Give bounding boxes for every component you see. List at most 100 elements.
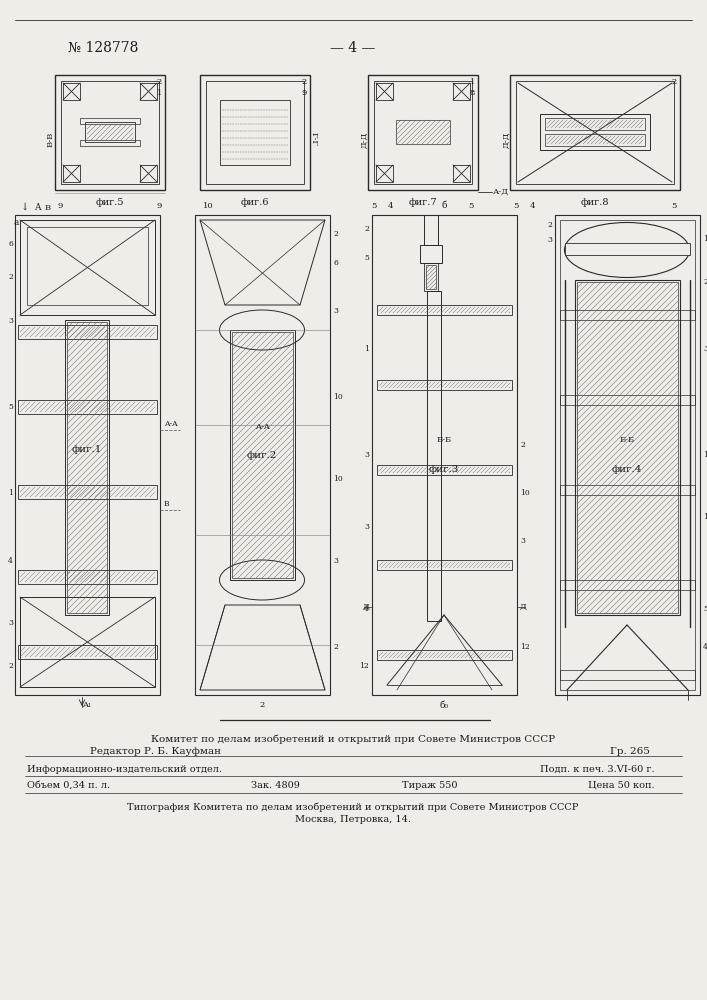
Bar (577, 282, 678, 613)
Bar (18, 570, 157, 584)
Bar (510, 75, 680, 190)
Text: 10: 10 (333, 393, 343, 401)
Text: 2: 2 (672, 78, 677, 86)
Text: 6: 6 (333, 259, 338, 267)
Text: A-A: A-A (255, 423, 269, 431)
Bar (565, 243, 690, 255)
Bar (230, 330, 295, 580)
Text: 3: 3 (8, 619, 13, 627)
Text: фиг.3: фиг.3 (429, 466, 459, 475)
Text: 6: 6 (8, 240, 13, 248)
Text: — 4 —: — 4 — (330, 41, 375, 55)
Text: B-B: B-B (47, 132, 55, 147)
Text: 1: 1 (8, 489, 13, 497)
Text: 2: 2 (333, 230, 338, 238)
Text: фиг.8: фиг.8 (580, 198, 609, 207)
Text: Д: Д (362, 603, 369, 611)
Text: 3: 3 (8, 317, 13, 325)
Bar (232, 332, 293, 578)
Text: 1: 1 (157, 89, 162, 97)
Bar (18, 485, 157, 499)
Text: б: б (441, 201, 447, 210)
Text: 4: 4 (364, 605, 369, 613)
Text: A₁: A₁ (83, 701, 92, 709)
Text: A: A (34, 203, 40, 212)
Text: фиг.5: фиг.5 (95, 198, 124, 207)
Text: 5: 5 (371, 202, 376, 210)
Text: Цена 50 коп.: Цена 50 коп. (588, 780, 655, 790)
Text: Д: Д (520, 603, 527, 611)
Bar (55, 75, 165, 190)
Bar (27, 227, 148, 305)
Text: 2: 2 (157, 78, 162, 86)
Bar (560, 220, 695, 690)
Bar (195, 215, 330, 695)
Text: 1: 1 (364, 345, 369, 353)
Bar (516, 81, 674, 184)
Bar (377, 305, 512, 315)
Bar (426, 265, 436, 289)
Text: 10: 10 (703, 451, 707, 459)
Bar (560, 670, 695, 680)
Bar (15, 215, 160, 695)
Bar (555, 215, 700, 695)
Bar (396, 120, 450, 144)
Text: Москва, Петровка, 14.: Москва, Петровка, 14. (295, 815, 411, 824)
Text: 3: 3 (547, 236, 552, 244)
Bar (377, 380, 512, 390)
Bar (206, 81, 304, 184)
Text: 5: 5 (513, 202, 518, 210)
Bar (376, 83, 393, 100)
Text: 2: 2 (8, 662, 13, 670)
Text: б₀: б₀ (440, 701, 448, 710)
Text: 4: 4 (703, 643, 707, 651)
Bar (20, 220, 155, 315)
Text: 1: 1 (703, 235, 707, 243)
Text: Г-Г: Г-Г (310, 132, 318, 146)
Bar (80, 140, 140, 146)
Text: 5: 5 (703, 605, 707, 613)
Text: 3: 3 (364, 451, 369, 459)
Text: 2: 2 (364, 225, 369, 233)
Text: 3: 3 (520, 537, 525, 545)
Bar (200, 75, 310, 190)
Text: 1: 1 (469, 78, 475, 86)
Text: фиг.2: фиг.2 (247, 450, 277, 460)
Ellipse shape (564, 223, 689, 277)
Text: Д-Д: Д-Д (502, 132, 510, 148)
Bar (65, 320, 109, 615)
Text: А-Д: А-Д (493, 188, 509, 196)
Text: 2: 2 (547, 221, 552, 229)
Text: Тираж 550: Тираж 550 (402, 780, 457, 790)
Text: фиг.4: фиг.4 (612, 466, 642, 475)
Bar (377, 650, 512, 660)
Bar (453, 83, 470, 100)
Bar (376, 165, 393, 182)
Text: a: a (13, 218, 18, 227)
Text: Информационно-издательский отдел.: Информационно-издательский отдел. (27, 764, 222, 774)
Text: фиг.1: фиг.1 (72, 446, 103, 454)
Bar (424, 263, 438, 291)
Text: 5: 5 (469, 202, 474, 210)
Bar (18, 325, 157, 339)
Text: A-A: A-A (164, 420, 177, 428)
Bar (140, 83, 157, 100)
Text: 3: 3 (703, 345, 707, 353)
Text: 2: 2 (520, 441, 525, 449)
Bar (61, 81, 159, 184)
Text: 2: 2 (703, 278, 707, 286)
Text: Подп. к печ. 3.VI-60 г.: Подп. к печ. 3.VI-60 г. (540, 764, 655, 774)
Text: 4: 4 (8, 557, 13, 565)
Text: 2: 2 (302, 78, 307, 86)
Text: 10: 10 (520, 489, 530, 497)
Bar (18, 645, 157, 659)
Bar (374, 81, 472, 184)
Bar (560, 485, 695, 495)
Bar (420, 245, 442, 263)
Text: 4: 4 (530, 202, 535, 210)
Bar (20, 597, 155, 687)
Text: 2: 2 (8, 273, 13, 281)
Text: 2: 2 (333, 643, 338, 651)
Text: Б-Б: Б-Б (619, 436, 635, 444)
Bar (18, 400, 157, 414)
